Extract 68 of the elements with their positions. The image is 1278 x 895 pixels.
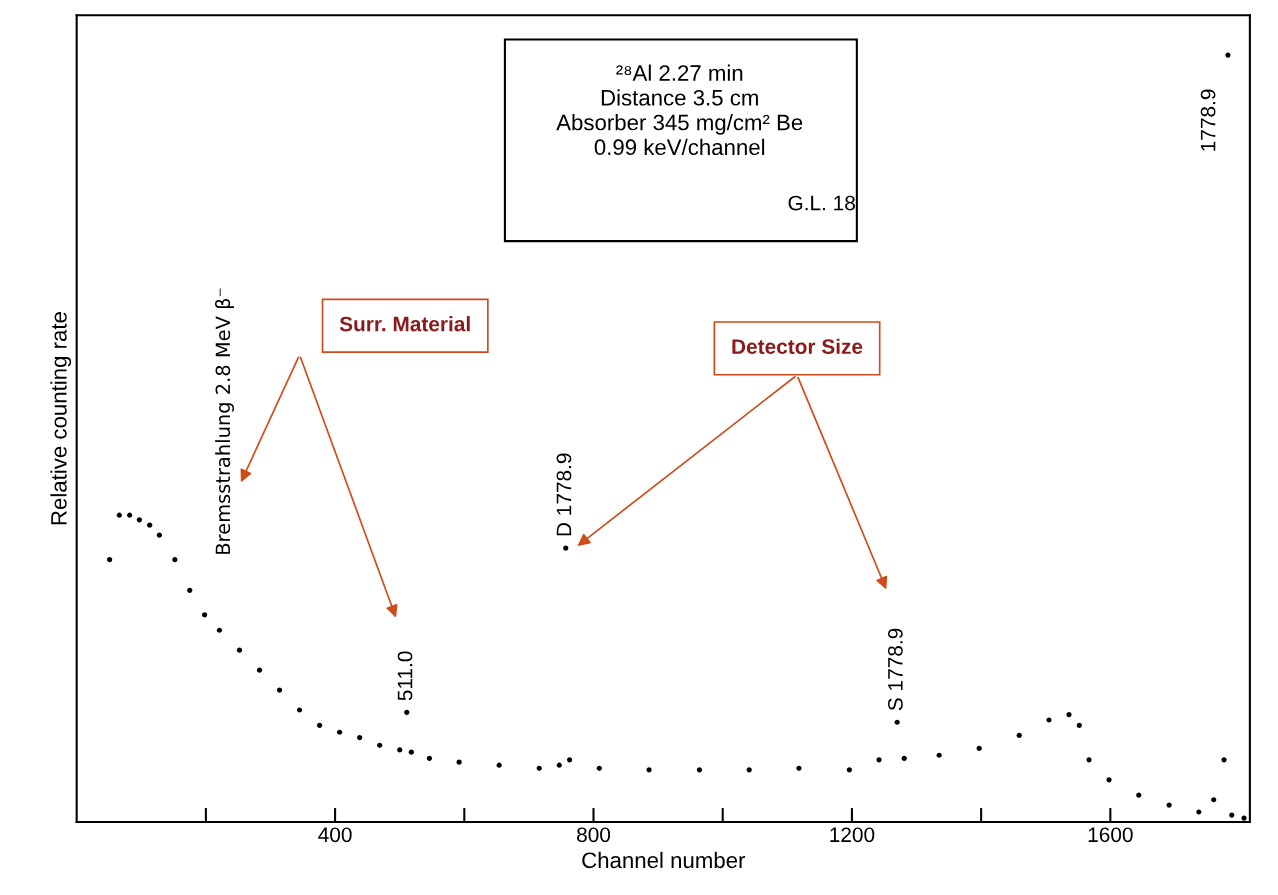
point — [567, 757, 573, 763]
point — [357, 735, 363, 741]
point — [1046, 717, 1052, 723]
x-tick-label: 1600 — [1088, 827, 1133, 843]
point — [397, 747, 403, 753]
point — [1241, 815, 1247, 821]
x-axis-title: Channel number — [582, 851, 746, 869]
x-tick-label: 800 — [577, 827, 611, 843]
point — [976, 745, 982, 751]
point — [1211, 797, 1217, 803]
point — [876, 757, 882, 763]
point — [1225, 52, 1231, 58]
point — [337, 729, 343, 735]
point — [1106, 777, 1112, 783]
x-tick-label: 400 — [318, 827, 352, 843]
point — [936, 752, 942, 758]
point — [426, 755, 433, 761]
point — [894, 719, 900, 725]
annotation: D 1778.9 — [556, 453, 572, 536]
point — [1221, 757, 1227, 763]
annotation: S 1778.9 — [887, 628, 903, 711]
point — [377, 742, 383, 748]
point — [404, 709, 410, 715]
point — [796, 765, 802, 771]
point — [256, 667, 263, 673]
point — [846, 767, 852, 773]
point — [127, 512, 133, 518]
point — [202, 612, 208, 618]
point — [1086, 757, 1092, 763]
annotation: 1778.9 — [1200, 89, 1216, 151]
point — [496, 762, 502, 768]
annotation: 511.0 — [397, 651, 413, 701]
point — [1066, 712, 1072, 718]
point — [1166, 802, 1172, 808]
point — [1136, 792, 1142, 798]
point — [216, 627, 223, 633]
point — [316, 722, 323, 728]
annotation: G.L. 18 — [788, 195, 855, 211]
point — [563, 545, 569, 551]
point — [1016, 732, 1022, 738]
point — [1196, 809, 1202, 815]
point — [107, 557, 113, 563]
point — [901, 755, 907, 761]
point — [172, 557, 178, 563]
annotation: Surr. Material — [339, 316, 470, 332]
point — [1229, 812, 1235, 818]
y-axis-title: Relative counting rate — [50, 312, 72, 525]
point — [456, 759, 462, 765]
x-tick-label: 1200 — [830, 827, 875, 843]
point — [147, 522, 153, 528]
annotation: Detector Size — [732, 338, 863, 354]
point — [596, 765, 602, 771]
point — [646, 767, 652, 773]
point — [116, 512, 122, 518]
point — [746, 767, 752, 773]
point — [556, 762, 562, 768]
point — [1076, 722, 1082, 728]
point — [187, 587, 193, 593]
annotation: Bremsstrahlung 2.8 MeV β⁻ — [215, 288, 234, 554]
point — [236, 647, 243, 653]
point — [696, 767, 703, 773]
point — [296, 707, 303, 713]
point — [536, 765, 542, 771]
point — [136, 517, 142, 523]
annotation: ²⁸Al 2.27 min Distance 3.5 cm Absorber 345 mg/cm² Be 0.99 keV/channel — [556, 64, 803, 156]
point — [408, 749, 414, 755]
point — [276, 687, 283, 693]
point — [156, 532, 162, 538]
